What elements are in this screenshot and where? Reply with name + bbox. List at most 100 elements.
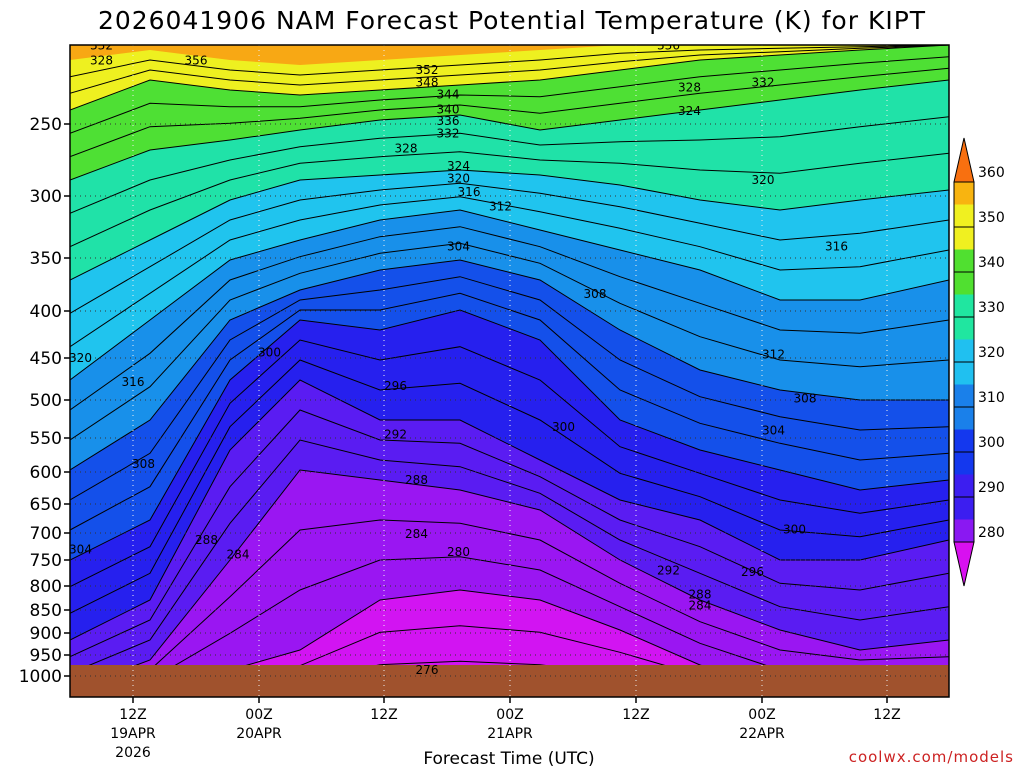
colorbar-segment	[954, 497, 974, 520]
x-axis-label: Forecast Time (UTC)	[423, 749, 594, 768]
colorbar-label: 320	[978, 345, 1005, 361]
y-axis: 250 300 350 400 450 500 550 600 650 700 750 800 850 9…	[19, 115, 70, 687]
contour-line	[70, 151, 949, 248]
contour-label: 308	[794, 391, 817, 405]
contour-label: 332	[752, 75, 775, 89]
y-tick-label: 400	[30, 302, 62, 322]
contour-label: 308	[132, 457, 155, 471]
contour-label: 340	[437, 103, 460, 117]
contour-label: 328	[678, 81, 701, 95]
x-tick-label: 22APR	[739, 726, 785, 742]
contour-label: 300	[258, 346, 281, 360]
contour-label: 348	[416, 75, 439, 89]
contour-line	[70, 409, 949, 658]
contour-line	[70, 309, 949, 561]
contour-label: 316	[458, 185, 481, 199]
field-band	[70, 45, 949, 65]
contour-line	[70, 339, 949, 588]
contour-label: 276	[416, 663, 439, 677]
colorbar-segment	[954, 384, 974, 407]
contour-line	[70, 182, 949, 314]
colorbar-segment	[954, 407, 974, 430]
contour-label: 284	[227, 548, 250, 562]
contour-label: 328	[395, 141, 418, 155]
y-tick-label: 250	[30, 115, 62, 135]
contour-line	[70, 519, 949, 694]
colorbar-segment	[954, 429, 974, 452]
contour-label: 336	[437, 114, 460, 128]
contour-line	[70, 359, 949, 614]
y-tick-label: 600	[30, 463, 62, 483]
contour-label: 288	[405, 473, 428, 487]
y-tick-label: 650	[30, 495, 62, 515]
contour-line	[70, 45, 949, 111]
y-tick-label: 700	[30, 524, 62, 544]
chart-title: 2026041906 NAM Forecast Potential Temper…	[98, 6, 926, 35]
contour-label: 332	[437, 126, 460, 140]
colorbar-segment	[954, 204, 974, 227]
contour-line	[70, 116, 949, 214]
colorbar-bottom-arrow	[953, 541, 975, 587]
y-tick-label: 900	[30, 624, 62, 644]
x-tick-label: 00Z	[245, 707, 272, 723]
contour-label: 288	[689, 587, 712, 601]
colorbar-segment	[954, 317, 974, 340]
contour-line	[70, 469, 949, 691]
contour-label: 312	[762, 347, 785, 361]
colorbar-segment	[954, 227, 974, 250]
colorbar-segment	[954, 452, 974, 475]
contour-line	[70, 209, 949, 381]
contour-label: 316	[122, 375, 145, 389]
colorbar-segment	[954, 339, 974, 362]
contour-label: 344	[437, 87, 460, 101]
contour-line	[70, 276, 949, 501]
colorbar-label: 290	[978, 480, 1005, 496]
contour-line	[70, 79, 949, 181]
colorbar-segment	[954, 474, 974, 497]
contour-label: 324	[678, 104, 701, 118]
x-tick-label: 20APR	[236, 726, 282, 742]
y-tick-label: 750	[30, 551, 62, 571]
contour-label: 288	[195, 533, 218, 547]
contour-label: 280	[447, 545, 470, 559]
contour-label: 316	[825, 239, 848, 253]
contour-label: 320	[447, 172, 470, 186]
contour-line	[70, 45, 949, 78]
contour-label: 284	[689, 598, 712, 612]
contour-label: 320	[69, 351, 92, 365]
contour-label: 296	[741, 565, 764, 579]
contour-label: 352	[416, 63, 439, 77]
y-tick-label: 450	[30, 349, 62, 369]
contour-label: 312	[489, 200, 512, 214]
contour-label: 332	[90, 39, 113, 53]
colorbar-segment	[954, 272, 974, 295]
x-tick-label: 2026	[115, 745, 151, 761]
contour-label: 320	[752, 173, 775, 187]
contour-line	[70, 439, 949, 674]
x-tick-label: 00Z	[496, 707, 523, 723]
contour-label: 292	[657, 564, 680, 578]
colorbar-segment	[954, 362, 974, 385]
y-tick-label: 950	[30, 646, 62, 666]
colorbar-label: 280	[978, 525, 1005, 541]
colorbar-label: 310	[978, 390, 1005, 406]
contour-label: 304	[762, 424, 785, 438]
colorbar-label: 340	[978, 255, 1005, 271]
contour-label: 300	[783, 523, 806, 537]
x-tick-label: 12Z	[622, 707, 649, 723]
x-tick-label: 19APR	[110, 726, 156, 742]
colorbar-segment	[954, 182, 974, 205]
x-axis: 12Z 19APR 2026 00Z 20APR 12Z 00Z 21APR 12Z 00Z 22A…	[110, 697, 901, 761]
y-tick-label: 1000	[19, 667, 62, 687]
y-tick-label: 500	[30, 391, 62, 411]
watermark: coolwx.com/models	[849, 748, 1014, 766]
contour-label: 308	[584, 287, 607, 301]
y-tick-label: 850	[30, 601, 62, 621]
x-tick-label: 21APR	[487, 726, 533, 742]
colorbar-segment	[954, 249, 974, 272]
contour-line	[70, 226, 949, 411]
colorbar-label: 300	[978, 435, 1005, 451]
x-tick-label: 00Z	[748, 707, 775, 723]
